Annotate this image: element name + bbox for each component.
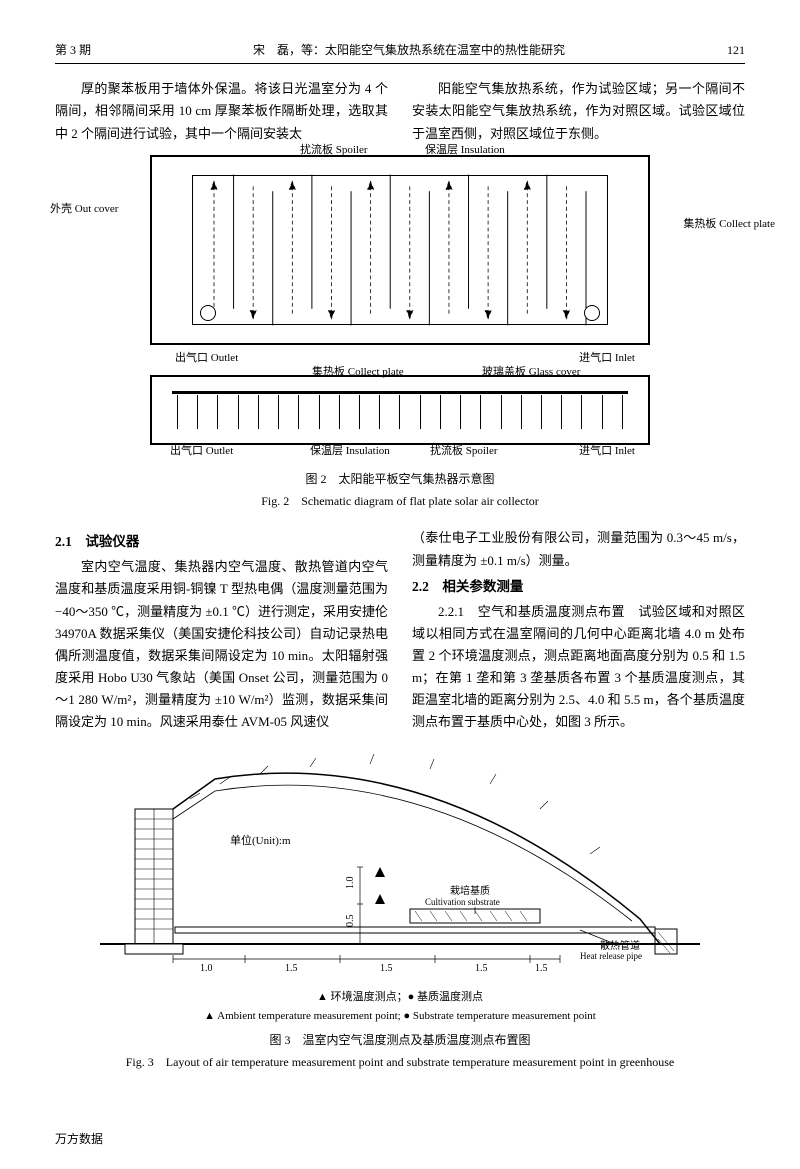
page-header: 第 3 期 宋 磊，等：太阳能空气集放热系统在温室中的热性能研究 121 [55,40,745,64]
lbl-glass: 玻璃盖板 Glass cover [482,363,580,382]
svg-text:1.5: 1.5 [475,963,488,974]
svg-text:1.5: 1.5 [380,963,393,974]
sec-2-1-head: 2.1 试验仪器 [55,531,388,554]
sec-2-1-cont: （泰仕电子工业股份有限公司，测量范围为 0.3～45 m/s，测量精度为 ±0.… [412,527,745,571]
svg-text:1.0: 1.0 [200,963,213,974]
fig2-top-view [150,155,650,345]
body-columns: 厚的聚苯板用于墙体外保温。将该日光温室分为 4 个隔间，相邻隔间采用 10 cm… [55,78,745,146]
header-center: 宋 磊，等：太阳能空气集放热系统在温室中的热性能研究 [253,40,565,60]
lbl-insulation: 保温层 Insulation [425,141,505,160]
lbl-collect: 集热板 Collect plate [683,215,775,234]
header-left: 第 3 期 [55,40,91,60]
svg-text:Heat release pipe: Heat release pipe [580,951,642,961]
fig3-legend-en: ▲ Ambient temperature measurement point;… [55,1007,745,1026]
sections: 2.1 试验仪器 室内空气温度、集热器内空气温度、散热管道内空气温度和基质温度采… [55,527,745,735]
fig3-caption-cn: 图 3 温室内空气温度测点及基质温度测点布置图 [55,1030,745,1050]
sec-2-2-head: 2.2 相关参数测量 [412,576,745,599]
lbl-collect2: 集热板 Collect plate [312,363,404,382]
svg-text:单位(Unit):m: 单位(Unit):m [230,833,291,847]
svg-text:1.0: 1.0 [345,877,356,890]
figure-3: 0.5 1.0 1.0 1.5 1.5 1.5 1.5 单位(Unit):m 栽… [55,743,745,1078]
fig3-svg: 0.5 1.0 1.0 1.5 1.5 1.5 1.5 单位(Unit):m 栽… [80,749,720,979]
figure-2: 扰流板 Spoiler 保温层 Insulation 外壳 Out cover … [55,155,745,518]
lbl-inlet2: 进气口 Inlet [579,442,635,461]
sec-2-1-body: 室内空气温度、集热器内空气温度、散热管道内空气温度和基质温度采用铜-铜镍 T 型… [55,556,388,733]
lbl-outcover: 外壳 Out cover [50,200,118,219]
page-footer: 万方数据 [55,1129,103,1149]
lbl-insulation2: 保温层 Insulation [310,442,390,461]
svg-text:1.5: 1.5 [285,963,298,974]
lbl-spoiler: 扰流板 Spoiler [300,141,368,160]
fig2-side-view: 集热板 Collect plate 玻璃盖板 Glass cover [150,375,650,445]
fig3-caption-en: Fig. 3 Layout of air temperature measure… [55,1052,745,1072]
svg-text:0.5: 0.5 [345,915,356,928]
intro-left: 厚的聚苯板用于墙体外保温。将该日光温室分为 4 个隔间，相邻隔间采用 10 cm… [55,78,388,144]
lbl-spoiler2: 扰流板 Spoiler [430,442,498,461]
lbl-inlet1: 进气口 Inlet [579,349,635,368]
svg-text:1.5: 1.5 [535,963,548,974]
header-right: 121 [727,40,745,60]
fig2-caption-en: Fig. 2 Schematic diagram of flat plate s… [55,491,745,511]
fig2-caption-cn: 图 2 太阳能平板空气集热器示意图 [55,469,745,489]
fig3-legend-cn: ▲ 环境温度测点；● 基质温度测点 [55,988,745,1007]
svg-text:Cultivation substrate: Cultivation substrate [425,897,500,907]
intro-right: 阳能空气集放热系统，作为试验区域；另一个隔间不安装太阳能空气集放热系统，作为对照… [412,78,745,144]
lbl-outlet1: 出气口 Outlet [175,349,238,368]
svg-text:栽培基质: 栽培基质 [450,884,490,897]
lbl-outlet2: 出气口 Outlet [170,442,233,461]
sec-2-2-1: 2.2.1 空气和基质温度测点布置 试验区域和对照区域以相同方式在温室隔间的几何… [412,601,745,734]
